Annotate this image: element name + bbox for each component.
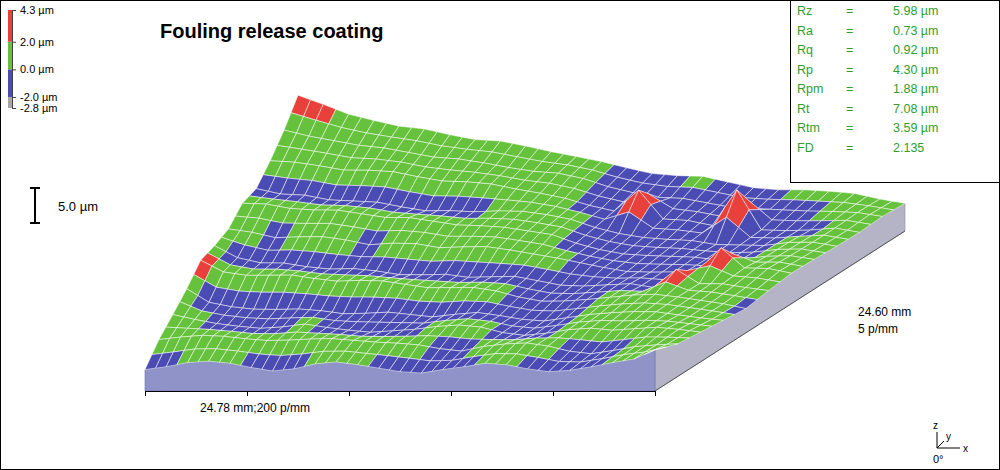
x-tick-mark bbox=[451, 391, 452, 396]
colorbar-tick: -2.8 µm bbox=[12, 102, 58, 114]
colorbar-band bbox=[8, 97, 12, 108]
surface-cell bbox=[667, 338, 689, 345]
surface-cell bbox=[768, 271, 791, 282]
x-tick-mark bbox=[349, 391, 350, 396]
x-tick bbox=[247, 391, 248, 396]
colorbar-tick-label: -2.8 µm bbox=[20, 102, 58, 114]
chart-container: 24.78 mm;200 p/mm 24.60 mm 5 p/mm Fouling r… bbox=[0, 0, 1000, 470]
colorbar-band bbox=[8, 69, 12, 97]
colorbar: -2.8 µm-2.0 µm 0.0 µm 2.0 µm 4.3 µm bbox=[8, 4, 58, 114]
side-wall bbox=[655, 203, 905, 391]
colorbar-tick: 4.3 µm bbox=[12, 4, 54, 16]
statistic-value: 0.73 µm bbox=[893, 24, 938, 38]
statistics-box: Rz = 5.98 µm Ra = 0.73 µm Rq = 0.92 µm Rp = 4.30 µm… bbox=[791, 1, 1000, 183]
x-tick-mark bbox=[145, 391, 146, 396]
chart-svg: 24.78 mm;200 p/mm 24.60 mm 5 p/mm Fouling r… bbox=[0, 0, 1000, 470]
colorbar-tick-mark bbox=[12, 108, 16, 109]
colorbar-axis-line bbox=[12, 11, 13, 109]
statistic-value: 7.08 µm bbox=[893, 102, 938, 116]
colorbar-axis: -2.8 µm-2.0 µm 0.0 µm 2.0 µm 4.3 µm bbox=[12, 4, 58, 114]
x-axis-title: 24.78 mm;200 p/mm bbox=[200, 401, 310, 415]
x-tick bbox=[349, 391, 350, 396]
x-tick bbox=[145, 391, 146, 396]
statistic-separator: = bbox=[846, 141, 853, 155]
scale-bar-mark bbox=[30, 188, 40, 223]
x-axis bbox=[146, 391, 656, 396]
surface-cell bbox=[712, 313, 735, 321]
colorbar-tick: 0.0 µm bbox=[12, 63, 54, 75]
surface-cell bbox=[644, 347, 666, 355]
statistic-name: Rp bbox=[797, 63, 813, 77]
statistic-name: Ra bbox=[797, 24, 813, 38]
frame bbox=[1, 1, 1000, 470]
surface-cell bbox=[678, 331, 700, 338]
colorbar-tick-label: -2.0 µm bbox=[20, 91, 58, 103]
view-axis-label: x bbox=[963, 443, 968, 454]
view-axis-label: y bbox=[946, 431, 951, 442]
scale-bar-label: 5.0 µm bbox=[58, 199, 98, 214]
y-axis-title: 5 p/mm bbox=[858, 322, 898, 336]
x-tick bbox=[451, 391, 452, 396]
statistic-separator: = bbox=[846, 82, 853, 96]
colorbar-tick-mark bbox=[12, 69, 16, 70]
x-axis-line bbox=[146, 391, 656, 392]
colorbar-tick: -2.0 µm bbox=[12, 91, 58, 103]
statistic-value: 4.30 µm bbox=[893, 63, 938, 77]
statistic-name: FD bbox=[797, 141, 814, 155]
statistic-separator: = bbox=[846, 43, 853, 57]
x-tick-mark bbox=[655, 391, 656, 396]
x-tick-mark bbox=[553, 391, 554, 396]
x-tick-mark bbox=[247, 391, 248, 396]
colorbar-tick-label: 2.0 µm bbox=[20, 36, 54, 48]
view-indicator: zy x 0° bbox=[933, 420, 968, 465]
statistic-separator: = bbox=[846, 102, 853, 116]
statistic-name: Rz bbox=[797, 4, 812, 18]
surface-cell bbox=[623, 352, 645, 361]
statistic-value: 1.88 µm bbox=[893, 82, 938, 96]
statistic-value: 2.135 bbox=[893, 141, 924, 155]
surface-cell bbox=[757, 280, 780, 291]
colorbar-band bbox=[8, 10, 12, 42]
statistic-name: Rpm bbox=[797, 82, 823, 96]
title: Fouling release coating bbox=[160, 20, 383, 42]
statistic-separator: = bbox=[846, 63, 853, 77]
colorbar-tick: 2.0 µm bbox=[12, 36, 54, 48]
view-angle: 0° bbox=[933, 453, 944, 465]
x-tick bbox=[655, 391, 656, 396]
y-axis-title: 24.60 mm bbox=[858, 305, 911, 319]
statistic-value: 5.98 µm bbox=[893, 4, 938, 18]
scale-bar: 5.0 µm bbox=[30, 188, 98, 223]
view-axes bbox=[937, 432, 960, 448]
statistic-separator: = bbox=[846, 24, 853, 38]
view-axis-label: z bbox=[933, 420, 938, 431]
statistic-name: Rtm bbox=[797, 121, 820, 135]
colorbar-tick-mark bbox=[12, 42, 16, 43]
statistic-name: Rt bbox=[797, 102, 810, 116]
x-tick bbox=[553, 391, 554, 396]
colorbar-tick-mark bbox=[12, 97, 16, 98]
statistic-name: Rq bbox=[797, 43, 813, 57]
statistics-frame bbox=[791, 1, 1000, 183]
statistic-value: 0.92 µm bbox=[893, 43, 938, 57]
colorbar-tick-mark bbox=[12, 10, 16, 11]
surface-cell bbox=[645, 344, 667, 352]
statistic-separator: = bbox=[846, 121, 853, 135]
colorbar-tick-label: 4.3 µm bbox=[20, 4, 54, 16]
colorbar-band bbox=[8, 42, 12, 70]
statistic-separator: = bbox=[846, 4, 853, 18]
statistic-value: 3.59 µm bbox=[893, 121, 938, 135]
colorbar-tick-label: 0.0 µm bbox=[20, 63, 54, 75]
